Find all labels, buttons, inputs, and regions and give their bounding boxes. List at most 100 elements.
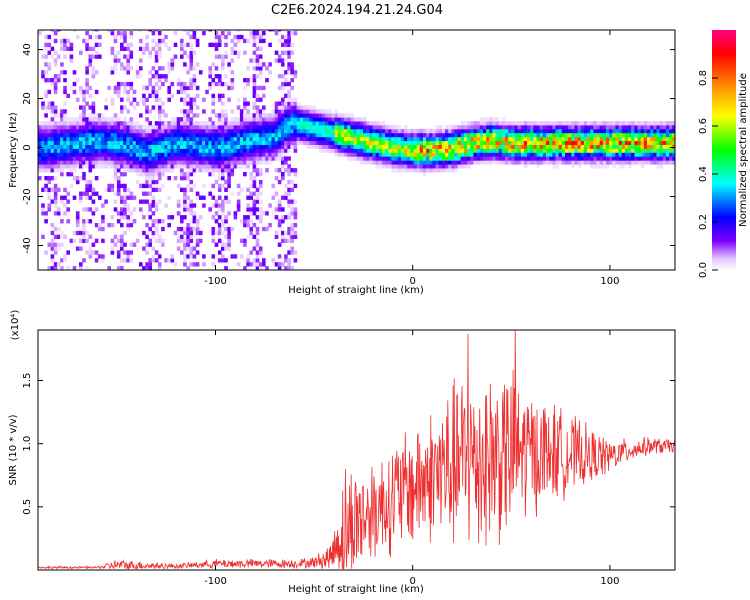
- spectrogram-cell: [233, 117, 238, 122]
- spectrogram-cell: [183, 215, 187, 220]
- spectrogram-cell: [277, 125, 282, 130]
- spectrogram-cell: [281, 97, 285, 102]
- spectrogram-cell: [356, 136, 361, 142]
- spectrogram-cell: [299, 109, 304, 114]
- spectrogram-cell: [328, 109, 332, 114]
- spectrogram-cell: [669, 136, 673, 142]
- spectrogram-cell: [170, 125, 175, 130]
- spectrogram-cell: [246, 148, 250, 153]
- spectrogram-cell: [246, 136, 250, 142]
- spectrogram-cell: [123, 136, 127, 142]
- spectrogram-cell: [167, 152, 171, 157]
- spectrogram-cell: [243, 117, 247, 122]
- spectrogram-cell: [252, 191, 257, 196]
- spectrogram-cell: [429, 168, 433, 173]
- spectrogram-cell: [423, 128, 427, 134]
- spectrogram-cell: [75, 121, 80, 126]
- spectrogram-cell: [79, 128, 83, 134]
- spectrogram-cell: [148, 144, 152, 149]
- spectrogram-cell: [167, 128, 171, 134]
- spectrogram-cell: [609, 125, 613, 130]
- spectrogram-cell: [88, 148, 93, 153]
- spectrogram-cell: [539, 152, 544, 157]
- spectrogram-cell: [224, 226, 228, 232]
- spectrogram-cell: [565, 132, 569, 138]
- spectrogram-cell: [530, 125, 534, 130]
- spectrogram-cell: [176, 121, 181, 126]
- spectrogram-cell: [120, 242, 124, 247]
- spectrogram-cell: [221, 183, 225, 189]
- spectrogram-cell: [94, 160, 99, 165]
- spectrogram-cell: [227, 160, 231, 165]
- spectrogram-cell: [161, 136, 165, 142]
- spectrogram-cell: [337, 136, 342, 142]
- spectrogram-cell: [176, 117, 181, 122]
- spectrogram-cell: [183, 238, 187, 243]
- spectrogram-cell: [441, 140, 446, 145]
- spectrogram-cell: [606, 140, 610, 145]
- spectrogram-cell: [549, 152, 553, 157]
- spectrogram-cell: [287, 97, 291, 102]
- spectrogram-cell: [224, 54, 228, 59]
- spectrogram-cell: [123, 132, 127, 138]
- spectrogram-cell: [391, 168, 395, 173]
- spectrogram-cell: [217, 136, 222, 142]
- spectrogram-cell: [404, 132, 408, 138]
- spectrogram-cell: [571, 164, 575, 169]
- spectrogram-cell: [665, 140, 670, 145]
- spectrogram-cell: [195, 164, 200, 169]
- spectrogram-cell: [394, 156, 399, 161]
- spectrogram-cell: [391, 140, 395, 145]
- spectrogram-cell: [281, 125, 285, 130]
- spectrogram-cell: [246, 152, 250, 157]
- spectrogram-cell: [186, 113, 190, 118]
- spectrogram-cell: [192, 254, 197, 259]
- spectrogram-cell: [176, 160, 181, 165]
- spectrogram-cell: [113, 58, 118, 63]
- spectrogram-cell: [277, 207, 282, 212]
- spectrogram-cell: [363, 148, 367, 153]
- spectrogram-cell: [653, 140, 657, 145]
- spectrogram-cell: [50, 258, 55, 263]
- spectrogram-cell: [148, 121, 152, 126]
- spectrogram-cell: [262, 121, 266, 126]
- spectrogram-cell: [293, 125, 298, 130]
- spectrogram-cell: [145, 42, 149, 47]
- spectrogram-cell: [221, 62, 225, 67]
- spectrogram-cell: [44, 89, 48, 95]
- spectrogram-cell: [590, 148, 594, 153]
- spectrogram-cell: [183, 164, 187, 169]
- spectrogram-cell: [274, 140, 279, 145]
- spectrogram-cell: [293, 109, 298, 114]
- spectrogram-cell: [290, 101, 294, 106]
- spectrogram-cell: [217, 230, 222, 236]
- spectrogram-cell: [299, 113, 304, 118]
- spectrogram-cell: [549, 140, 553, 145]
- spectrogram-cell: [505, 156, 509, 161]
- spectrogram-cell: [85, 78, 89, 83]
- spectrogram-cell: [53, 113, 58, 118]
- spectrogram-cell: [129, 81, 134, 87]
- spectrogram-cell: [60, 230, 64, 236]
- spectrogram-cell: [634, 156, 638, 161]
- spectrogram-cell: [637, 156, 642, 161]
- spectrogram-cell: [56, 148, 61, 153]
- spectrogram-cell: [609, 121, 613, 126]
- spectrogram-cell: [363, 121, 367, 126]
- spectrogram-cell: [647, 140, 651, 145]
- spectrogram-cell: [56, 152, 61, 157]
- spectrogram-cell: [221, 164, 225, 169]
- spectrogram-cell: [315, 128, 320, 134]
- spectrogram-cell: [202, 164, 206, 169]
- spectrogram-cell: [98, 121, 102, 126]
- spectrogram-cell: [457, 140, 462, 145]
- spectrogram-cell: [445, 156, 449, 161]
- spectrogram-cell: [249, 219, 253, 224]
- spectrogram-cell: [243, 101, 247, 106]
- spectrogram-cell: [38, 176, 42, 181]
- spectrogram-cell: [183, 207, 187, 212]
- spectrogram-cell: [217, 54, 222, 59]
- spectrogram-cell: [404, 125, 408, 130]
- spectrogram-cell: [650, 132, 654, 138]
- spectrogram-cell: [41, 164, 45, 169]
